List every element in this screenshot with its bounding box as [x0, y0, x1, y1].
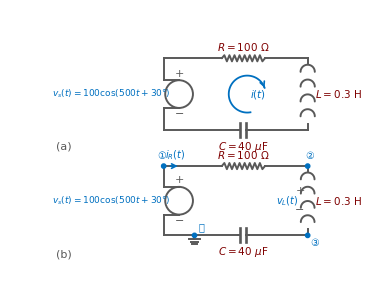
Text: (a): (a) — [56, 141, 71, 151]
Text: $v_s(t) = 100\cos(500t + 30°)$: $v_s(t) = 100\cos(500t + 30°)$ — [52, 195, 171, 207]
Text: $i(t)$: $i(t)$ — [250, 88, 266, 101]
Text: ①: ① — [157, 151, 166, 161]
Text: +: + — [174, 175, 184, 185]
Circle shape — [192, 233, 197, 237]
Circle shape — [161, 164, 166, 168]
Text: $L = 0.3\ \mathrm{H}$: $L = 0.3\ \mathrm{H}$ — [316, 195, 363, 207]
Text: ⓪: ⓪ — [199, 222, 204, 232]
Text: $C = 40\ \mu\mathrm{F}$: $C = 40\ \mu\mathrm{F}$ — [218, 140, 269, 154]
Text: +: + — [295, 186, 305, 196]
Text: $R = 100\ \Omega$: $R = 100\ \Omega$ — [217, 41, 269, 53]
Text: $L = 0.3\ \mathrm{H}$: $L = 0.3\ \mathrm{H}$ — [316, 88, 363, 100]
Text: (b): (b) — [56, 249, 72, 259]
Text: ③: ③ — [310, 238, 319, 248]
Text: −: − — [174, 216, 184, 226]
Text: $v_L(t)$: $v_L(t)$ — [276, 194, 298, 207]
Text: −: − — [295, 205, 305, 215]
Text: $i_R(t)$: $i_R(t)$ — [165, 149, 186, 162]
Text: ②: ② — [306, 151, 314, 161]
Text: $v_s(t) = 100\cos(500t + 30°)$: $v_s(t) = 100\cos(500t + 30°)$ — [52, 88, 171, 100]
Text: +: + — [174, 69, 184, 79]
Text: −: − — [174, 110, 184, 119]
Text: $C = 40\ \mu\mathrm{F}$: $C = 40\ \mu\mathrm{F}$ — [218, 245, 269, 259]
Circle shape — [305, 164, 310, 168]
Circle shape — [305, 233, 310, 237]
Text: $R = 100\ \Omega$: $R = 100\ \Omega$ — [217, 149, 269, 161]
